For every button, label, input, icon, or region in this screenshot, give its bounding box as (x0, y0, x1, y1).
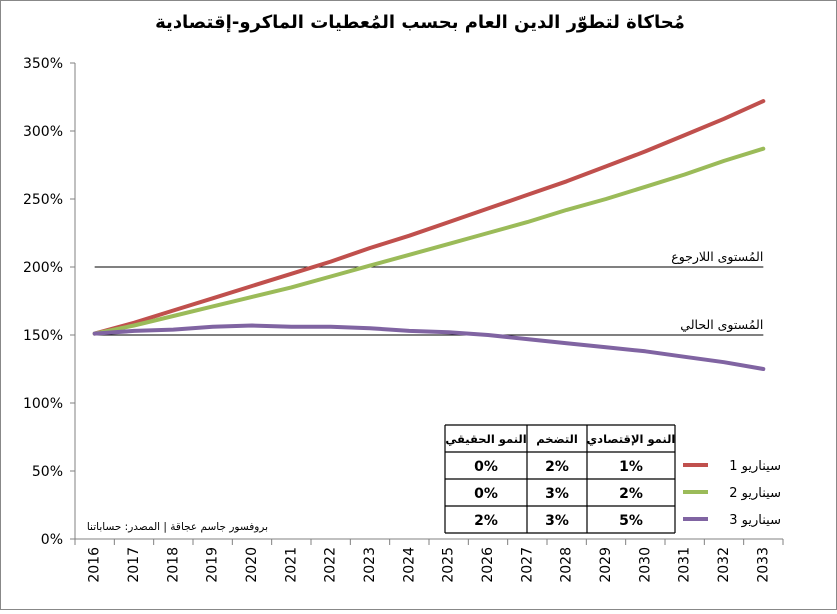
table-header-cell: النمو الإقتصادي (587, 432, 676, 447)
x-tick-label: 2031 (677, 547, 693, 583)
y-tick-label: 50% (32, 464, 63, 480)
x-tick-label: 2019 (205, 547, 221, 583)
x-tick-label: 2022 (323, 547, 339, 583)
y-tick-label: 350% (23, 56, 63, 72)
series-line-3 (92, 323, 766, 371)
y-tick-label: 0% (41, 532, 63, 548)
x-tick-label: 2029 (598, 547, 614, 583)
y-tick-label: 250% (23, 192, 63, 208)
y-tick-label: 150% (23, 328, 63, 344)
series-line-2 (92, 146, 766, 336)
x-tick-label: 2018 (165, 547, 181, 583)
x-tick-label: 2017 (126, 547, 142, 583)
x-tick-label: 2016 (87, 547, 103, 583)
table-cell: 2% (474, 513, 498, 529)
table-cell: 3% (545, 513, 569, 529)
chart-title: مُحاكاة لتطوّر الدين العام بحسب المُعطيا… (155, 12, 685, 33)
legend-label-1: سيناريو 1 (729, 459, 781, 474)
legend-label-2: سيناريو 2 (729, 486, 781, 501)
table-cell: 1% (619, 459, 643, 475)
x-tick-label: 2025 (441, 547, 457, 583)
legend-background (672, 425, 783, 533)
reference-line-label: المُستوى اللارجوع (671, 249, 763, 265)
x-tick-label: 2028 (559, 547, 575, 583)
x-tick-label: 2027 (519, 547, 535, 583)
table-cell: 0% (474, 459, 498, 475)
x-tick-label: 2020 (244, 547, 260, 583)
table-cell: 5% (619, 513, 643, 529)
y-tick-label: 200% (23, 260, 63, 276)
y-tick-label: 300% (23, 124, 63, 140)
x-tick-label: 2032 (716, 547, 732, 583)
x-tick-label: 2026 (480, 547, 496, 583)
x-tick-label: 2024 (401, 547, 417, 583)
source-note: بروفسور جاسم عجاقة | المصدر: حساباتنا (87, 521, 268, 533)
x-tick-label: 2023 (362, 547, 378, 583)
table-cell: 2% (619, 486, 643, 502)
reference-line-label: المُستوى الحالي (680, 317, 763, 333)
table-header-cell: التضخم (536, 432, 578, 446)
x-tick-label: 2033 (755, 547, 771, 583)
series-line-1 (92, 99, 766, 336)
legend-label-3: سيناريو 3 (729, 513, 781, 528)
x-tick-label: 2030 (637, 547, 653, 583)
table-cell: 2% (545, 459, 569, 475)
x-tick-label: 2021 (283, 547, 299, 583)
table-cell: 3% (545, 486, 569, 502)
table-header-cell: النمو الحقيقي (445, 432, 526, 447)
table-cell: 0% (474, 486, 498, 502)
y-tick-label: 100% (23, 396, 63, 412)
